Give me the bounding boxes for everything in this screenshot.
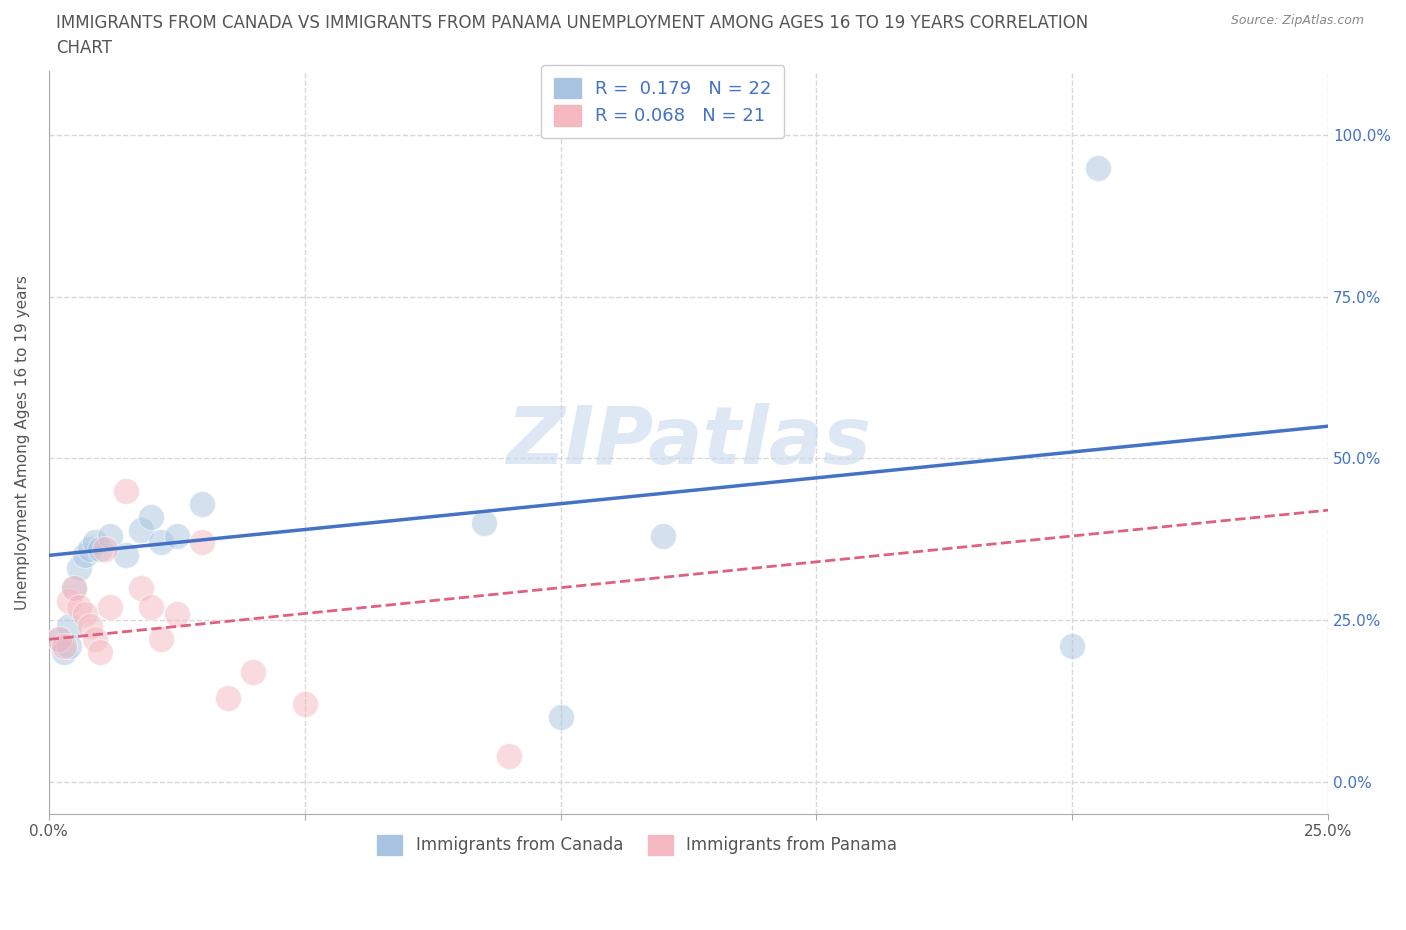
Text: CHART: CHART [56, 39, 112, 57]
Point [58, 619, 80, 634]
Text: IMMIGRANTS FROM CANADA VS IMMIGRANTS FROM PANAMA UNEMPLOYMENT AMONG AGES 16 TO 1: IMMIGRANTS FROM CANADA VS IMMIGRANTS FRO… [56, 14, 1088, 32]
Point [191, 497, 214, 512]
Point [48, 632, 70, 647]
Point [1087, 160, 1109, 175]
Point [1062, 638, 1084, 653]
Point [150, 632, 173, 647]
Point [69, 600, 91, 615]
Point [129, 580, 152, 595]
Point [79, 541, 101, 556]
Point [83, 632, 105, 647]
Point [69, 561, 91, 576]
Text: Source: ZipAtlas.com: Source: ZipAtlas.com [1230, 14, 1364, 27]
Point [114, 548, 136, 563]
Point [98, 600, 121, 615]
Point [73, 606, 96, 621]
Point [550, 710, 572, 724]
Point [73, 548, 96, 563]
Point [150, 535, 173, 550]
Point [166, 606, 188, 621]
Point [53, 638, 76, 653]
Point [472, 515, 495, 530]
Point [217, 690, 239, 705]
Point [58, 638, 80, 653]
Point [294, 697, 316, 711]
Point [242, 664, 264, 679]
Point [191, 535, 214, 550]
Point [58, 593, 80, 608]
Point [63, 580, 86, 595]
Point [651, 528, 673, 543]
Point [498, 749, 520, 764]
Point [83, 535, 105, 550]
Point [89, 644, 111, 659]
Point [98, 528, 121, 543]
Point [129, 522, 152, 537]
Legend: Immigrants from Canada, Immigrants from Panama: Immigrants from Canada, Immigrants from … [371, 829, 904, 861]
Y-axis label: Unemployment Among Ages 16 to 19 years: Unemployment Among Ages 16 to 19 years [15, 275, 30, 610]
Point [53, 644, 76, 659]
Point [166, 528, 188, 543]
Point [79, 619, 101, 634]
Point [139, 600, 162, 615]
Point [63, 580, 86, 595]
Text: ZIPatlas: ZIPatlas [506, 404, 870, 482]
Point [89, 541, 111, 556]
Point [139, 510, 162, 525]
Point [48, 632, 70, 647]
Point [114, 484, 136, 498]
Point [94, 541, 117, 556]
